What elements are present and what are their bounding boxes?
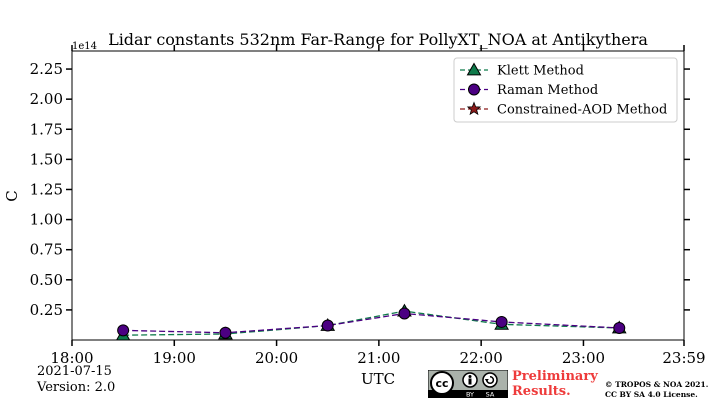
date-label: 2021-07-15 — [37, 364, 112, 379]
x-tick-label: 23:59 — [662, 349, 705, 367]
legend: Klett Method Raman Method Constrained-AOD … — [453, 57, 678, 123]
y-tick-label: 2.25 — [30, 60, 63, 78]
series-layer — [115, 303, 627, 341]
chart-title: Lidar constants 532nm Far-Range for Poll… — [108, 30, 648, 49]
svg-text:BY: BY — [466, 391, 474, 399]
y-tick-label: 1.50 — [30, 150, 63, 168]
preliminary-line2: Results. — [512, 384, 571, 399]
series-line — [123, 310, 620, 336]
y-tick-label: 0.75 — [30, 241, 63, 259]
y-tick-label: 2.00 — [30, 90, 63, 108]
legend-marker — [466, 62, 482, 76]
legend-entry: Constrained-AOD Method — [497, 103, 667, 118]
data-point — [117, 324, 130, 337]
legend-box — [453, 57, 678, 123]
cc-by-sa-license-badge: cc BY SA — [428, 370, 508, 398]
y-axis-label: C — [3, 190, 21, 201]
data-point — [398, 307, 411, 320]
share-alike-icon — [482, 372, 498, 388]
copyright-line2: CC BY SA 4.0 License. — [605, 390, 698, 399]
x-tick-label: 22:00 — [460, 349, 503, 367]
x-tick-label: 21:00 — [357, 349, 400, 367]
x-tick-label: 18:00 — [50, 349, 93, 367]
preliminary-line1: Preliminary — [512, 369, 598, 384]
legend-marker — [468, 83, 480, 96]
y-tick-label: 1.00 — [30, 211, 63, 229]
legend-entry: Klett Method — [497, 64, 584, 79]
cc-icon — [430, 371, 454, 395]
x-tick-label: 19:00 — [153, 349, 196, 367]
preliminary-results-note: Preliminary Results. — [512, 369, 598, 399]
y-tick-label: 0.50 — [30, 271, 63, 289]
legend-marker — [466, 101, 482, 116]
y-tick-label: 1.75 — [30, 120, 63, 138]
x-tick-label: 20:00 — [255, 349, 298, 367]
data-point — [613, 321, 626, 334]
y-tick-label: 0.25 — [30, 301, 63, 319]
svg-text:cc: cc — [435, 377, 448, 390]
data-point — [219, 326, 232, 339]
legend-entry: Raman Method — [497, 83, 598, 98]
svg-text:SA: SA — [486, 391, 495, 399]
series-triangle — [115, 303, 627, 341]
y-multiplier-label: 1e14 — [72, 41, 97, 52]
x-axis-label: UTC — [361, 370, 395, 388]
series-line — [123, 312, 620, 334]
data-point — [495, 315, 508, 328]
copyright-note: © TROPOS & NOA 2021. CC BY SA 4.0 Licens… — [605, 380, 708, 400]
copyright-line1: © TROPOS & NOA 2021. — [605, 380, 709, 389]
y-tick-label: 1.25 — [30, 180, 63, 198]
axes: 18:00 19:00 20:00 21:00 22:00 23:00 23:59 0.25 0… — [30, 45, 706, 367]
x-tick-label: 23:00 — [562, 349, 605, 367]
plot-frame — [71, 50, 685, 341]
version-label: Version: 2.0 — [37, 380, 116, 395]
data-point — [321, 319, 334, 332]
series-circle — [117, 307, 626, 339]
